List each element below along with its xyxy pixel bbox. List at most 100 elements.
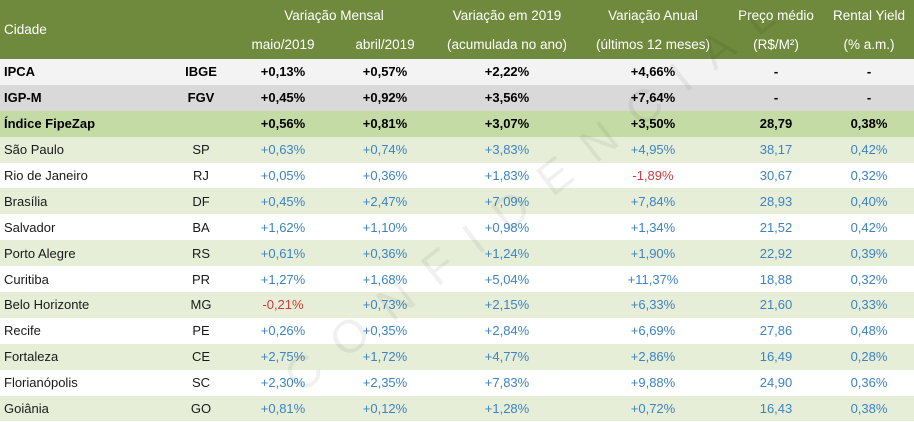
cell-annual: +7,84% [578, 188, 728, 215]
col-ytd-header: Variação em 2019 [452, 7, 562, 23]
cell-ytd: +1,83% [436, 162, 578, 189]
index-row-igpm: IGP-M FGV +0,45% +0,92% +3,56% +7,64% - … [0, 84, 914, 111]
cell-annual: +3,50% [578, 110, 728, 137]
cell-may: +2,75% [232, 343, 334, 370]
city-uf: DF [170, 188, 232, 215]
city-uf: MG [170, 292, 232, 318]
cell-annual: -1,89% [578, 162, 728, 189]
col-ytd-subheader: (acumulada no ano) [446, 37, 568, 52]
cell-yield: 0,42% [824, 214, 914, 241]
cell-april: +0,73% [334, 292, 436, 318]
cell-may: +2,30% [232, 369, 334, 396]
cell-may: +0,45% [232, 188, 334, 215]
cell-price: 28,93 [728, 188, 824, 215]
cell-april: +0,81% [334, 110, 436, 137]
table-row: Curitiba PR +1,27% +1,68% +5,04% +11,37% 18,88… [0, 266, 914, 293]
cell-price: 18,88 [728, 266, 824, 293]
city-uf: RJ [170, 162, 232, 189]
cell-april: +2,35% [334, 369, 436, 396]
cell-yield: 0,38% [824, 395, 914, 422]
cell-april: +1,68% [334, 266, 436, 293]
cell-annual: +1,34% [578, 214, 728, 241]
cell-price: 16,43 [728, 395, 824, 422]
city-name: Belo Horizonte [0, 292, 170, 318]
col-may-header: maio/2019 [251, 37, 315, 52]
table-row: Fortaleza CE +2,75% +1,72% +4,77% +2,86% 16,49… [0, 343, 914, 370]
index-row-ipca: IPCA IBGE +0,13% +0,57% +2,22% +4,66% - … [0, 59, 914, 85]
index-name: IPCA [0, 59, 170, 85]
cell-price: - [728, 84, 824, 111]
cell-ytd: +3,83% [436, 136, 578, 163]
cell-ytd: +3,56% [436, 84, 578, 111]
cell-yield: 0,32% [824, 162, 914, 189]
cell-april: +0,35% [334, 317, 436, 344]
cell-annual: +0,72% [578, 395, 728, 422]
cell-may: +1,27% [232, 266, 334, 293]
city-uf: BA [170, 214, 232, 241]
col-yield-subheader: (% a.m.) [843, 37, 895, 52]
cell-price: 21,60 [728, 292, 824, 318]
cell-price: 22,92 [728, 240, 824, 267]
cell-april: +0,74% [334, 136, 436, 163]
cell-ytd: +2,22% [436, 59, 578, 85]
table-row: Rio de Janeiro RJ +0,05% +0,36% +1,83% -1,89%… [0, 162, 914, 189]
city-name: Brasília [0, 188, 170, 215]
cell-ytd: +7,09% [436, 188, 578, 215]
cell-may: +0,45% [232, 84, 334, 111]
city-uf: SP [170, 136, 232, 163]
cell-may: +0,13% [232, 59, 334, 85]
table-row: Salvador BA +1,62% +1,10% +0,98% +1,34% 21,52 0… [0, 214, 914, 241]
cell-ytd: +5,04% [436, 266, 578, 293]
cell-may: +0,61% [232, 240, 334, 267]
cell-ytd: +1,24% [436, 240, 578, 267]
table-row: Porto Alegre RS +0,61% +0,36% +1,24% +1,90% 22… [0, 240, 914, 267]
cell-annual: +9,88% [578, 369, 728, 396]
cell-annual: +6,69% [578, 317, 728, 344]
cell-may: +0,81% [232, 395, 334, 422]
index-row-fipezap: Índice FipeZap +0,56% +0,81% +3,07% +3,5… [0, 110, 914, 137]
cell-price: 27,86 [728, 317, 824, 344]
cell-yield: 0,33% [824, 292, 914, 318]
table-body: IPCA IBGE +0,13% +0,57% +2,22% +4,66% - … [0, 59, 914, 137]
cell-april: +1,10% [334, 214, 436, 241]
cell-ytd: +0,98% [436, 214, 578, 241]
cell-yield: 0,42% [824, 136, 914, 163]
col-yield-header: Rental Yield [832, 7, 906, 23]
col-price-subheader: (R$/M²) [753, 37, 799, 52]
cell-yield: - [824, 84, 914, 111]
cell-ytd: +1,28% [436, 395, 578, 422]
table-row: Brasília DF +0,45% +2,47% +7,09% +7,84% 28,93 0… [0, 188, 914, 215]
cell-yield: 0,28% [824, 343, 914, 370]
city-uf: SC [170, 369, 232, 396]
city-name: Salvador [0, 214, 170, 241]
index-name: Índice FipeZap [0, 110, 170, 137]
cell-april: +0,36% [334, 162, 436, 189]
col-annual-subheader: (últimos 12 meses) [595, 37, 711, 52]
cell-ytd: +2,84% [436, 317, 578, 344]
table-header: Cidade Variação Mensal Variação em 2019 … [0, 0, 914, 59]
cell-may: +1,62% [232, 214, 334, 241]
cell-price: - [728, 59, 824, 85]
col-price-header: Preço médio [738, 7, 814, 23]
cell-annual: +7,64% [578, 84, 728, 111]
city-name: São Paulo [0, 136, 170, 163]
cell-price: 21,52 [728, 214, 824, 241]
cell-annual: +2,86% [578, 343, 728, 370]
cell-price: 30,67 [728, 162, 824, 189]
city-name: Curitiba [0, 266, 170, 293]
city-name: Rio de Janeiro [0, 162, 170, 189]
cell-may: +0,56% [232, 110, 334, 137]
city-name: Porto Alegre [0, 240, 170, 267]
cell-price: 16,49 [728, 343, 824, 370]
cell-annual: +11,37% [578, 266, 728, 293]
table-row: Recife PE +0,26% +0,35% +2,84% +6,69% 27,86 0,4… [0, 317, 914, 344]
cell-price: 28,79 [728, 110, 824, 137]
city-name: Recife [0, 317, 170, 344]
cell-ytd: +4,77% [436, 343, 578, 370]
table-row: Goiânia GO +0,81% +0,12% +1,28% +0,72% 16,43 0,… [0, 395, 914, 422]
cell-ytd: +7,83% [436, 369, 578, 396]
city-uf: RS [170, 240, 232, 267]
index-source: IBGE [170, 59, 232, 85]
cell-april: +0,57% [334, 59, 436, 85]
